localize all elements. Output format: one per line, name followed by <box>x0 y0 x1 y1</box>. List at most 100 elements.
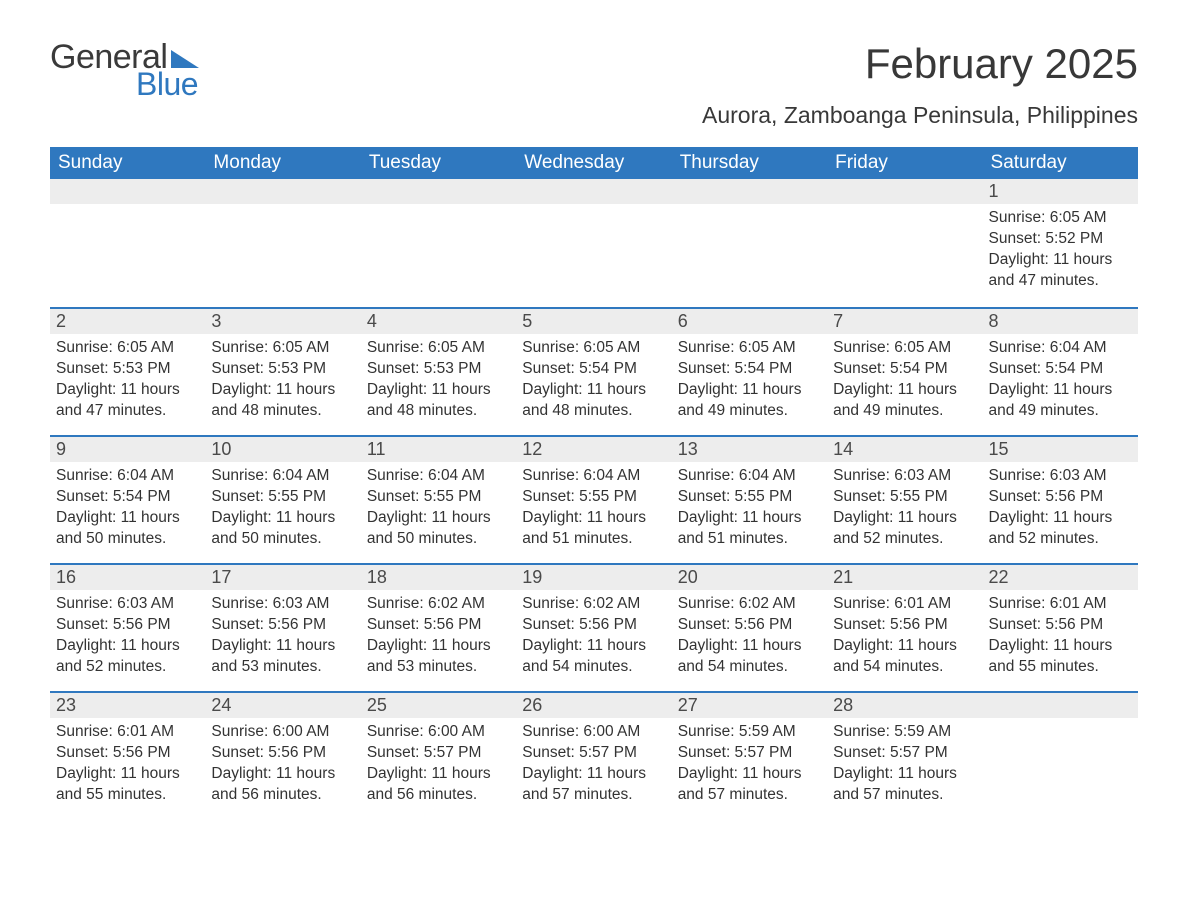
sunrise-text: Sunrise: 6:04 AM <box>678 466 821 487</box>
day-number: 12 <box>516 435 671 462</box>
day-number: 17 <box>205 563 360 590</box>
day-details: Sunrise: 6:01 AMSunset: 5:56 PMDaylight:… <box>50 718 205 816</box>
day-number <box>983 691 1138 718</box>
day-details: Sunrise: 5:59 AMSunset: 5:57 PMDaylight:… <box>827 718 982 816</box>
sunset-text: Sunset: 5:57 PM <box>367 743 510 764</box>
day-number: 24 <box>205 691 360 718</box>
day-number: 23 <box>50 691 205 718</box>
daylight-text: Daylight: 11 hours and 49 minutes. <box>989 380 1132 422</box>
day-details: Sunrise: 6:00 AMSunset: 5:56 PMDaylight:… <box>205 718 360 816</box>
calendar-day-cell: 19Sunrise: 6:02 AMSunset: 5:56 PMDayligh… <box>516 563 671 691</box>
calendar-week-row: 9Sunrise: 6:04 AMSunset: 5:54 PMDaylight… <box>50 435 1138 563</box>
sunrise-text: Sunrise: 6:01 AM <box>989 594 1132 615</box>
calendar-table: SundayMondayTuesdayWednesdayThursdayFrid… <box>50 147 1138 819</box>
day-number <box>205 179 360 204</box>
sunset-text: Sunset: 5:56 PM <box>56 743 199 764</box>
calendar-day-cell: 25 Sunrise: 6:00 AMSunset: 5:57 PMDayligh… <box>361 691 516 819</box>
day-details: Sunrise: 6:05 AMSunset: 5:53 PMDaylight:… <box>361 334 516 432</box>
day-number: 19 <box>516 563 671 590</box>
calendar-day-cell: 5Sunrise: 6:05 AMSunset: 5:54 PMDaylight… <box>516 307 671 435</box>
daylight-text: Daylight: 11 hours and 53 minutes. <box>367 636 510 678</box>
daylight-text: Daylight: 11 hours and 48 minutes. <box>522 380 665 422</box>
sunrise-text: Sunrise: 6:03 AM <box>56 594 199 615</box>
sunrise-text: Sunrise: 6:04 AM <box>989 338 1132 359</box>
day-number: 21 <box>827 563 982 590</box>
calendar-day-cell: 11Sunrise: 6:04 AMSunset: 5:55 PMDayligh… <box>361 435 516 563</box>
day-number <box>827 179 982 204</box>
daylight-text: Daylight: 11 hours and 57 minutes. <box>522 764 665 806</box>
flag-icon <box>171 46 199 68</box>
day-number: 9 <box>50 435 205 462</box>
calendar-day-cell: 22Sunrise: 6:01 AMSunset: 5:56 PMDayligh… <box>983 563 1138 691</box>
day-number: 20 <box>672 563 827 590</box>
day-number: 7 <box>827 307 982 334</box>
day-number: 18 <box>361 563 516 590</box>
sunrise-text: Sunrise: 6:00 AM <box>367 722 510 743</box>
sunrise-text: Sunrise: 6:04 AM <box>522 466 665 487</box>
daylight-text: Daylight: 11 hours and 56 minutes. <box>367 764 510 806</box>
day-number: 11 <box>361 435 516 462</box>
sunset-text: Sunset: 5:54 PM <box>833 359 976 380</box>
day-details: Sunrise: 6:04 AMSunset: 5:55 PMDaylight:… <box>516 462 671 560</box>
day-number <box>672 179 827 204</box>
daylight-text: Daylight: 11 hours and 52 minutes. <box>989 508 1132 550</box>
sunset-text: Sunset: 5:56 PM <box>833 615 976 636</box>
sunset-text: Sunset: 5:57 PM <box>522 743 665 764</box>
weekday-header: Saturday <box>983 147 1138 179</box>
calendar-day-cell: 13Sunrise: 6:04 AMSunset: 5:55 PMDayligh… <box>672 435 827 563</box>
day-details: Sunrise: 6:02 AMSunset: 5:56 PMDaylight:… <box>672 590 827 688</box>
daylight-text: Daylight: 11 hours and 48 minutes. <box>211 380 354 422</box>
sunset-text: Sunset: 5:55 PM <box>211 487 354 508</box>
sunset-text: Sunset: 5:56 PM <box>678 615 821 636</box>
sunrise-text: Sunrise: 6:05 AM <box>56 338 199 359</box>
day-details: Sunrise: 6:03 AMSunset: 5:56 PMDaylight:… <box>205 590 360 688</box>
daylight-text: Daylight: 11 hours and 54 minutes. <box>833 636 976 678</box>
sunset-text: Sunset: 5:54 PM <box>56 487 199 508</box>
calendar-empty-cell <box>205 179 360 307</box>
daylight-text: Daylight: 11 hours and 51 minutes. <box>678 508 821 550</box>
day-details: Sunrise: 6:04 AMSunset: 5:55 PMDaylight:… <box>205 462 360 560</box>
sunset-text: Sunset: 5:56 PM <box>56 615 199 636</box>
location-subtitle: Aurora, Zamboanga Peninsula, Philippines <box>702 102 1138 129</box>
day-number: 1 <box>983 179 1138 204</box>
calendar-week-row: 16Sunrise: 6:03 AMSunset: 5:56 PMDayligh… <box>50 563 1138 691</box>
sunset-text: Sunset: 5:57 PM <box>678 743 821 764</box>
daylight-text: Daylight: 11 hours and 52 minutes. <box>56 636 199 678</box>
daylight-text: Daylight: 11 hours and 50 minutes. <box>56 508 199 550</box>
day-number: 6 <box>672 307 827 334</box>
day-number <box>361 179 516 204</box>
day-number: 2 <box>50 307 205 334</box>
calendar-day-cell: 14Sunrise: 6:03 AMSunset: 5:55 PMDayligh… <box>827 435 982 563</box>
day-number: 4 <box>361 307 516 334</box>
month-title: February 2025 <box>702 40 1138 88</box>
sunrise-text: Sunrise: 6:00 AM <box>211 722 354 743</box>
day-details: Sunrise: 6:02 AMSunset: 5:56 PMDaylight:… <box>361 590 516 688</box>
daylight-text: Daylight: 11 hours and 54 minutes. <box>678 636 821 678</box>
sunrise-text: Sunrise: 6:01 AM <box>833 594 976 615</box>
day-details: Sunrise: 5:59 AMSunset: 5:57 PMDaylight:… <box>672 718 827 816</box>
day-details: Sunrise: 6:05 AMSunset: 5:53 PMDaylight:… <box>205 334 360 432</box>
calendar-day-cell: 24Sunrise: 6:00 AMSunset: 5:56 PMDayligh… <box>205 691 360 819</box>
day-number: 25 <box>361 691 516 718</box>
calendar-week-row: 1Sunrise: 6:05 AMSunset: 5:52 PMDaylight… <box>50 179 1138 307</box>
day-details: Sunrise: 6:05 AMSunset: 5:54 PMDaylight:… <box>827 334 982 432</box>
sunset-text: Sunset: 5:56 PM <box>989 615 1132 636</box>
calendar-day-cell: 7Sunrise: 6:05 AMSunset: 5:54 PMDaylight… <box>827 307 982 435</box>
daylight-text: Daylight: 11 hours and 57 minutes. <box>833 764 976 806</box>
weekday-header: Monday <box>205 147 360 179</box>
day-details: Sunrise: 6:03 AMSunset: 5:56 PMDaylight:… <box>50 590 205 688</box>
calendar-day-cell: 23Sunrise: 6:01 AMSunset: 5:56 PMDayligh… <box>50 691 205 819</box>
daylight-text: Daylight: 11 hours and 54 minutes. <box>522 636 665 678</box>
sunrise-text: Sunrise: 6:05 AM <box>211 338 354 359</box>
calendar-empty-cell <box>983 691 1138 819</box>
calendar-day-cell: 1Sunrise: 6:05 AMSunset: 5:52 PMDaylight… <box>983 179 1138 307</box>
day-number: 8 <box>983 307 1138 334</box>
sunset-text: Sunset: 5:53 PM <box>56 359 199 380</box>
day-details: Sunrise: 6:01 AMSunset: 5:56 PMDaylight:… <box>983 590 1138 688</box>
sunrise-text: Sunrise: 5:59 AM <box>678 722 821 743</box>
day-details: Sunrise: 6:01 AMSunset: 5:56 PMDaylight:… <box>827 590 982 688</box>
sunset-text: Sunset: 5:54 PM <box>989 359 1132 380</box>
sunset-text: Sunset: 5:55 PM <box>678 487 821 508</box>
sunrise-text: Sunrise: 6:05 AM <box>833 338 976 359</box>
sunrise-text: Sunrise: 6:02 AM <box>367 594 510 615</box>
